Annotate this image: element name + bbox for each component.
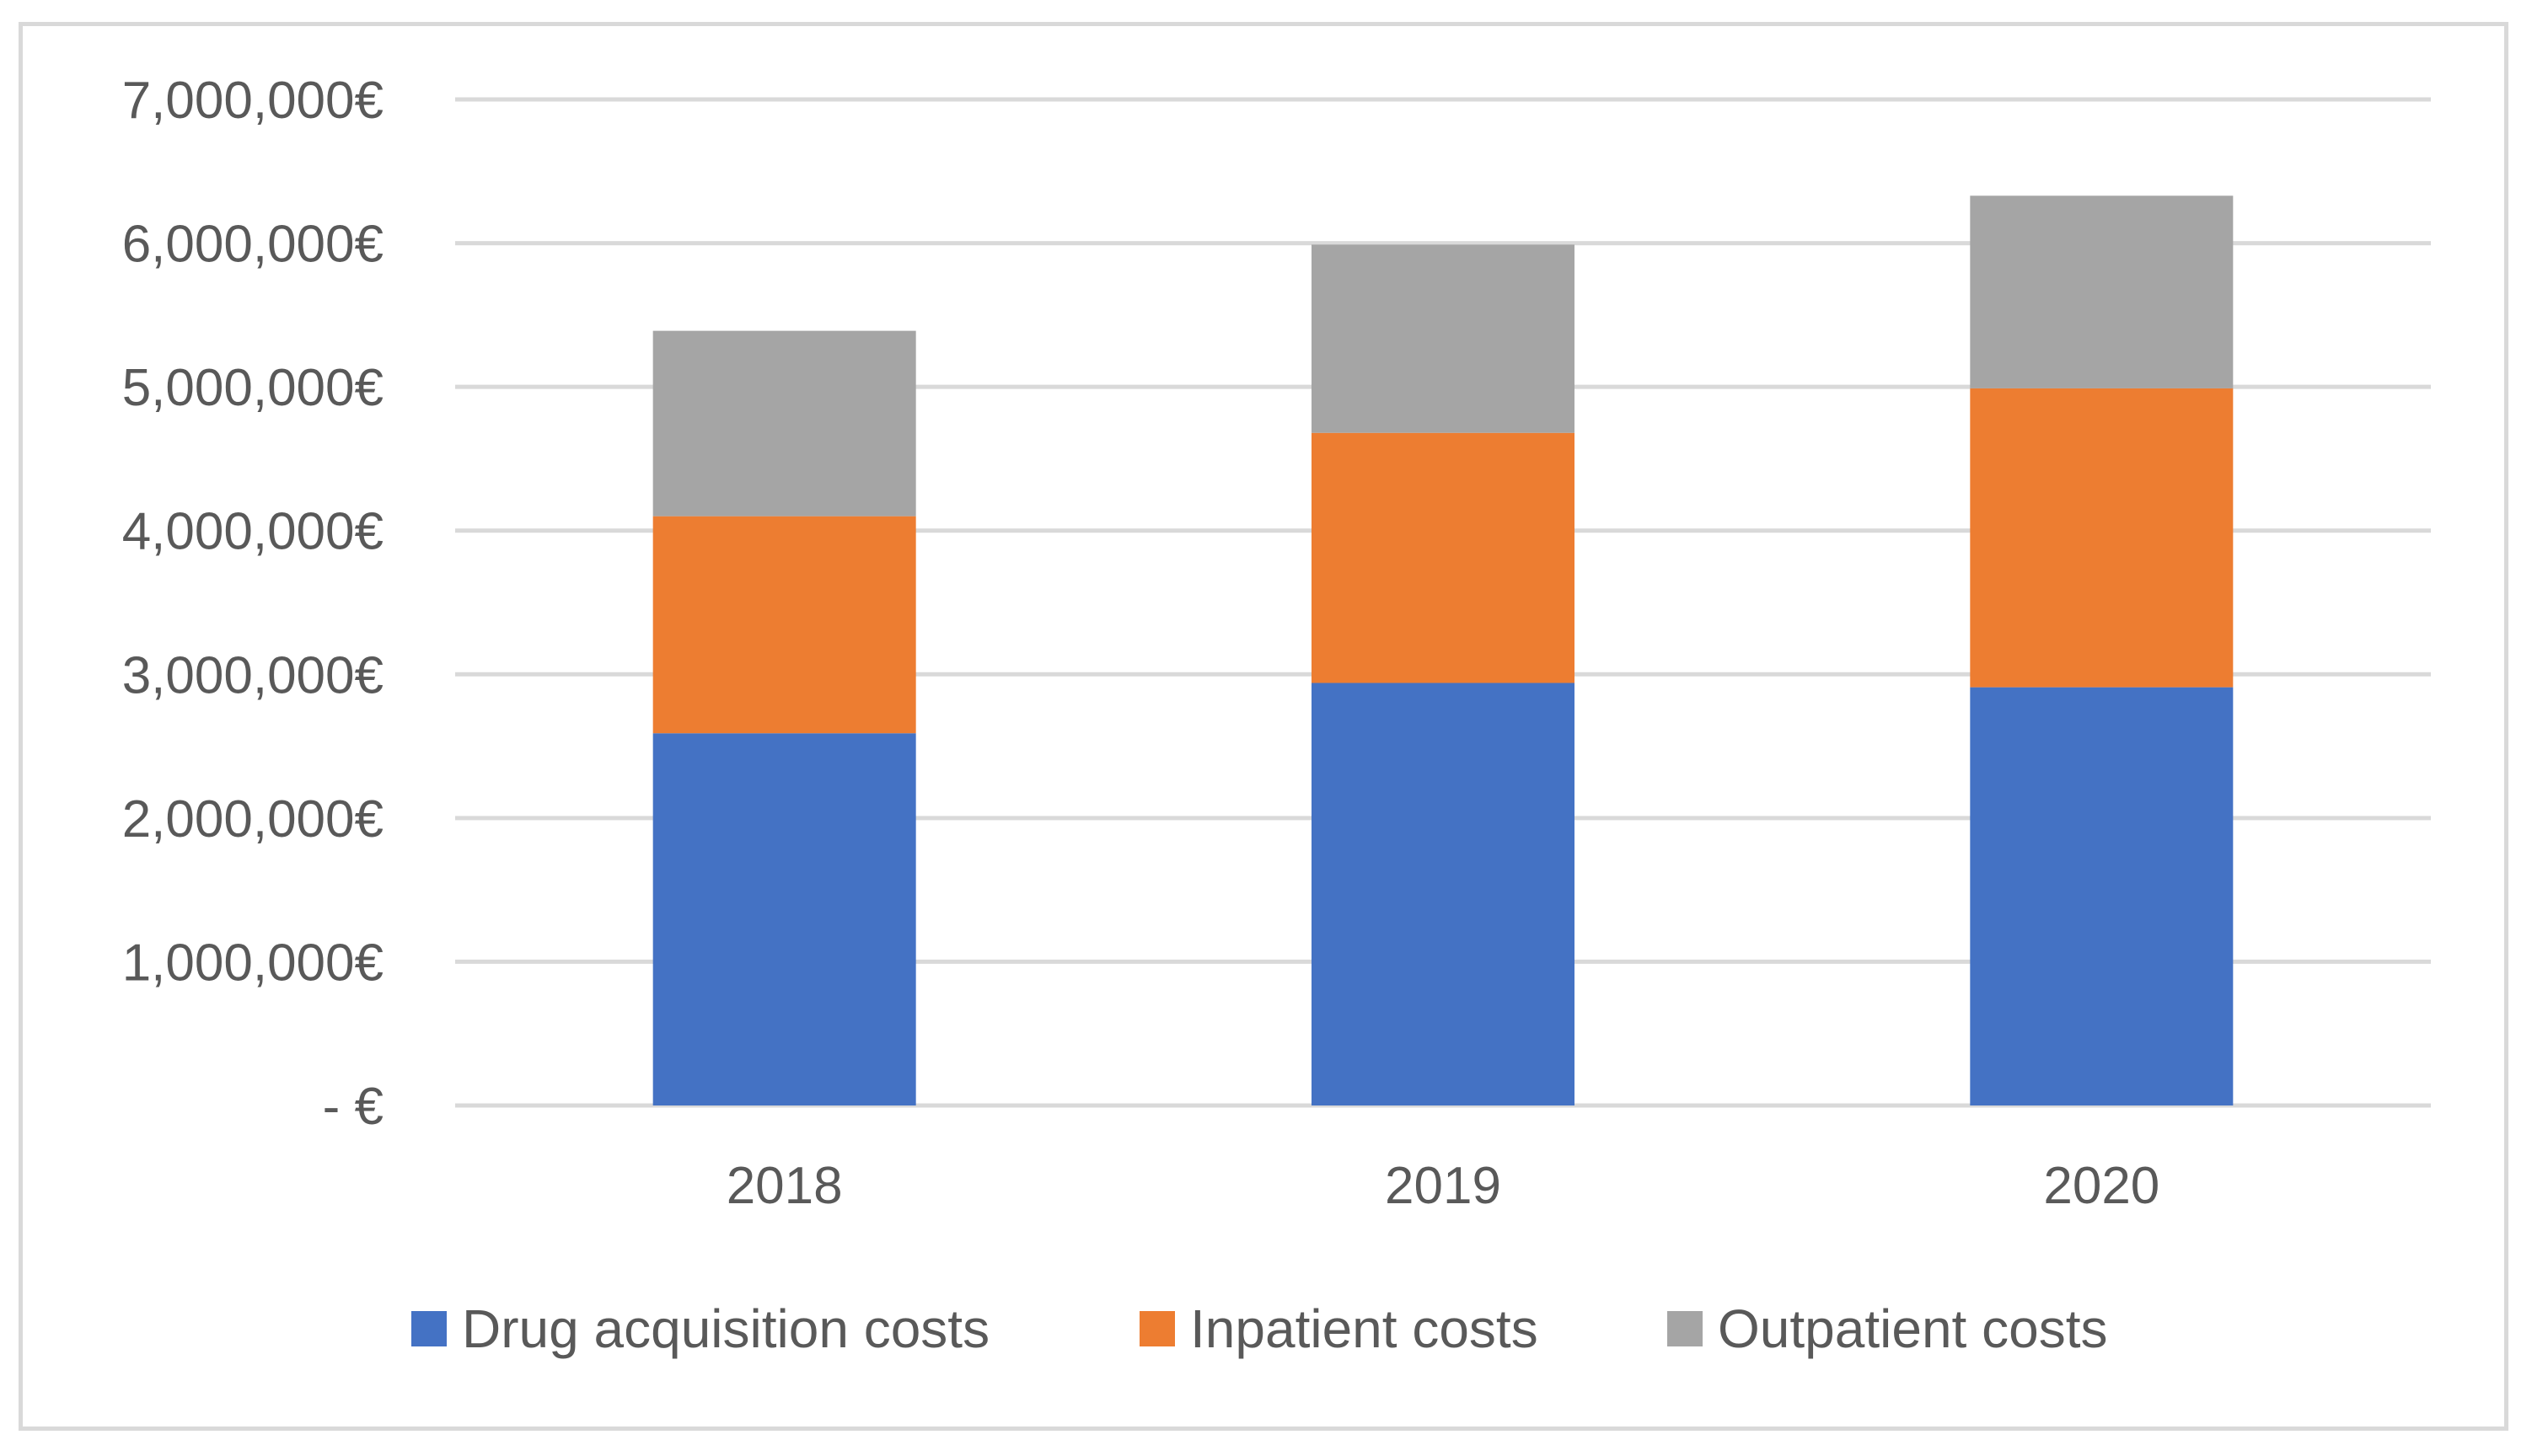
bar-segment-inpatient-costs-2020 bbox=[1970, 388, 2234, 688]
y-tick-label: 7,000,000€ bbox=[122, 72, 384, 130]
legend-label: Inpatient costs bbox=[1190, 1298, 1538, 1359]
bar-segment-outpatient-costs-2020 bbox=[1970, 195, 2234, 388]
bar-segment-inpatient-costs-2019 bbox=[1312, 432, 1574, 683]
bar-segment-drug-acquisition-costs-2020 bbox=[1970, 687, 2234, 1105]
y-tick-label: 6,000,000€ bbox=[122, 216, 384, 274]
bar-segment-drug-acquisition-costs-2018 bbox=[652, 733, 916, 1105]
bars bbox=[652, 195, 2234, 1105]
x-axis-tick-labels: 2018 2019 2020 bbox=[727, 1157, 2160, 1215]
y-tick-label: 3,000,000€ bbox=[122, 646, 384, 704]
y-tick-label: 1,000,000€ bbox=[122, 934, 384, 992]
x-tick-label: 2020 bbox=[2043, 1157, 2159, 1215]
legend: Drug acquisition costs Inpatient costs Out… bbox=[411, 1298, 2107, 1359]
legend-item: Inpatient costs bbox=[1140, 1298, 1538, 1359]
y-tick-label: 5,000,000€ bbox=[122, 359, 384, 417]
bar-segment-drug-acquisition-costs-2019 bbox=[1312, 682, 1574, 1105]
y-tick-label: - € bbox=[323, 1078, 384, 1136]
legend-label: Drug acquisition costs bbox=[462, 1298, 990, 1359]
legend-swatch bbox=[411, 1311, 447, 1346]
y-axis-tick-labels: - € 1,000,000€ 2,000,000€ 3,000,000€ 4,000,0… bbox=[122, 72, 384, 1136]
y-tick-label: 2,000,000€ bbox=[122, 790, 384, 848]
x-tick-label: 2018 bbox=[727, 1157, 843, 1215]
legend-label: Outpatient costs bbox=[1718, 1298, 2107, 1359]
x-tick-label: 2019 bbox=[1385, 1157, 1501, 1215]
bar-segment-outpatient-costs-2018 bbox=[652, 330, 916, 517]
bar-segment-inpatient-costs-2018 bbox=[652, 516, 916, 734]
legend-item: Outpatient costs bbox=[1667, 1298, 2107, 1359]
legend-swatch bbox=[1140, 1311, 1175, 1346]
y-tick-label: 4,000,000€ bbox=[122, 503, 384, 561]
bar-segment-outpatient-costs-2019 bbox=[1312, 244, 1574, 433]
legend-item: Drug acquisition costs bbox=[411, 1298, 990, 1359]
legend-swatch bbox=[1667, 1311, 1703, 1346]
